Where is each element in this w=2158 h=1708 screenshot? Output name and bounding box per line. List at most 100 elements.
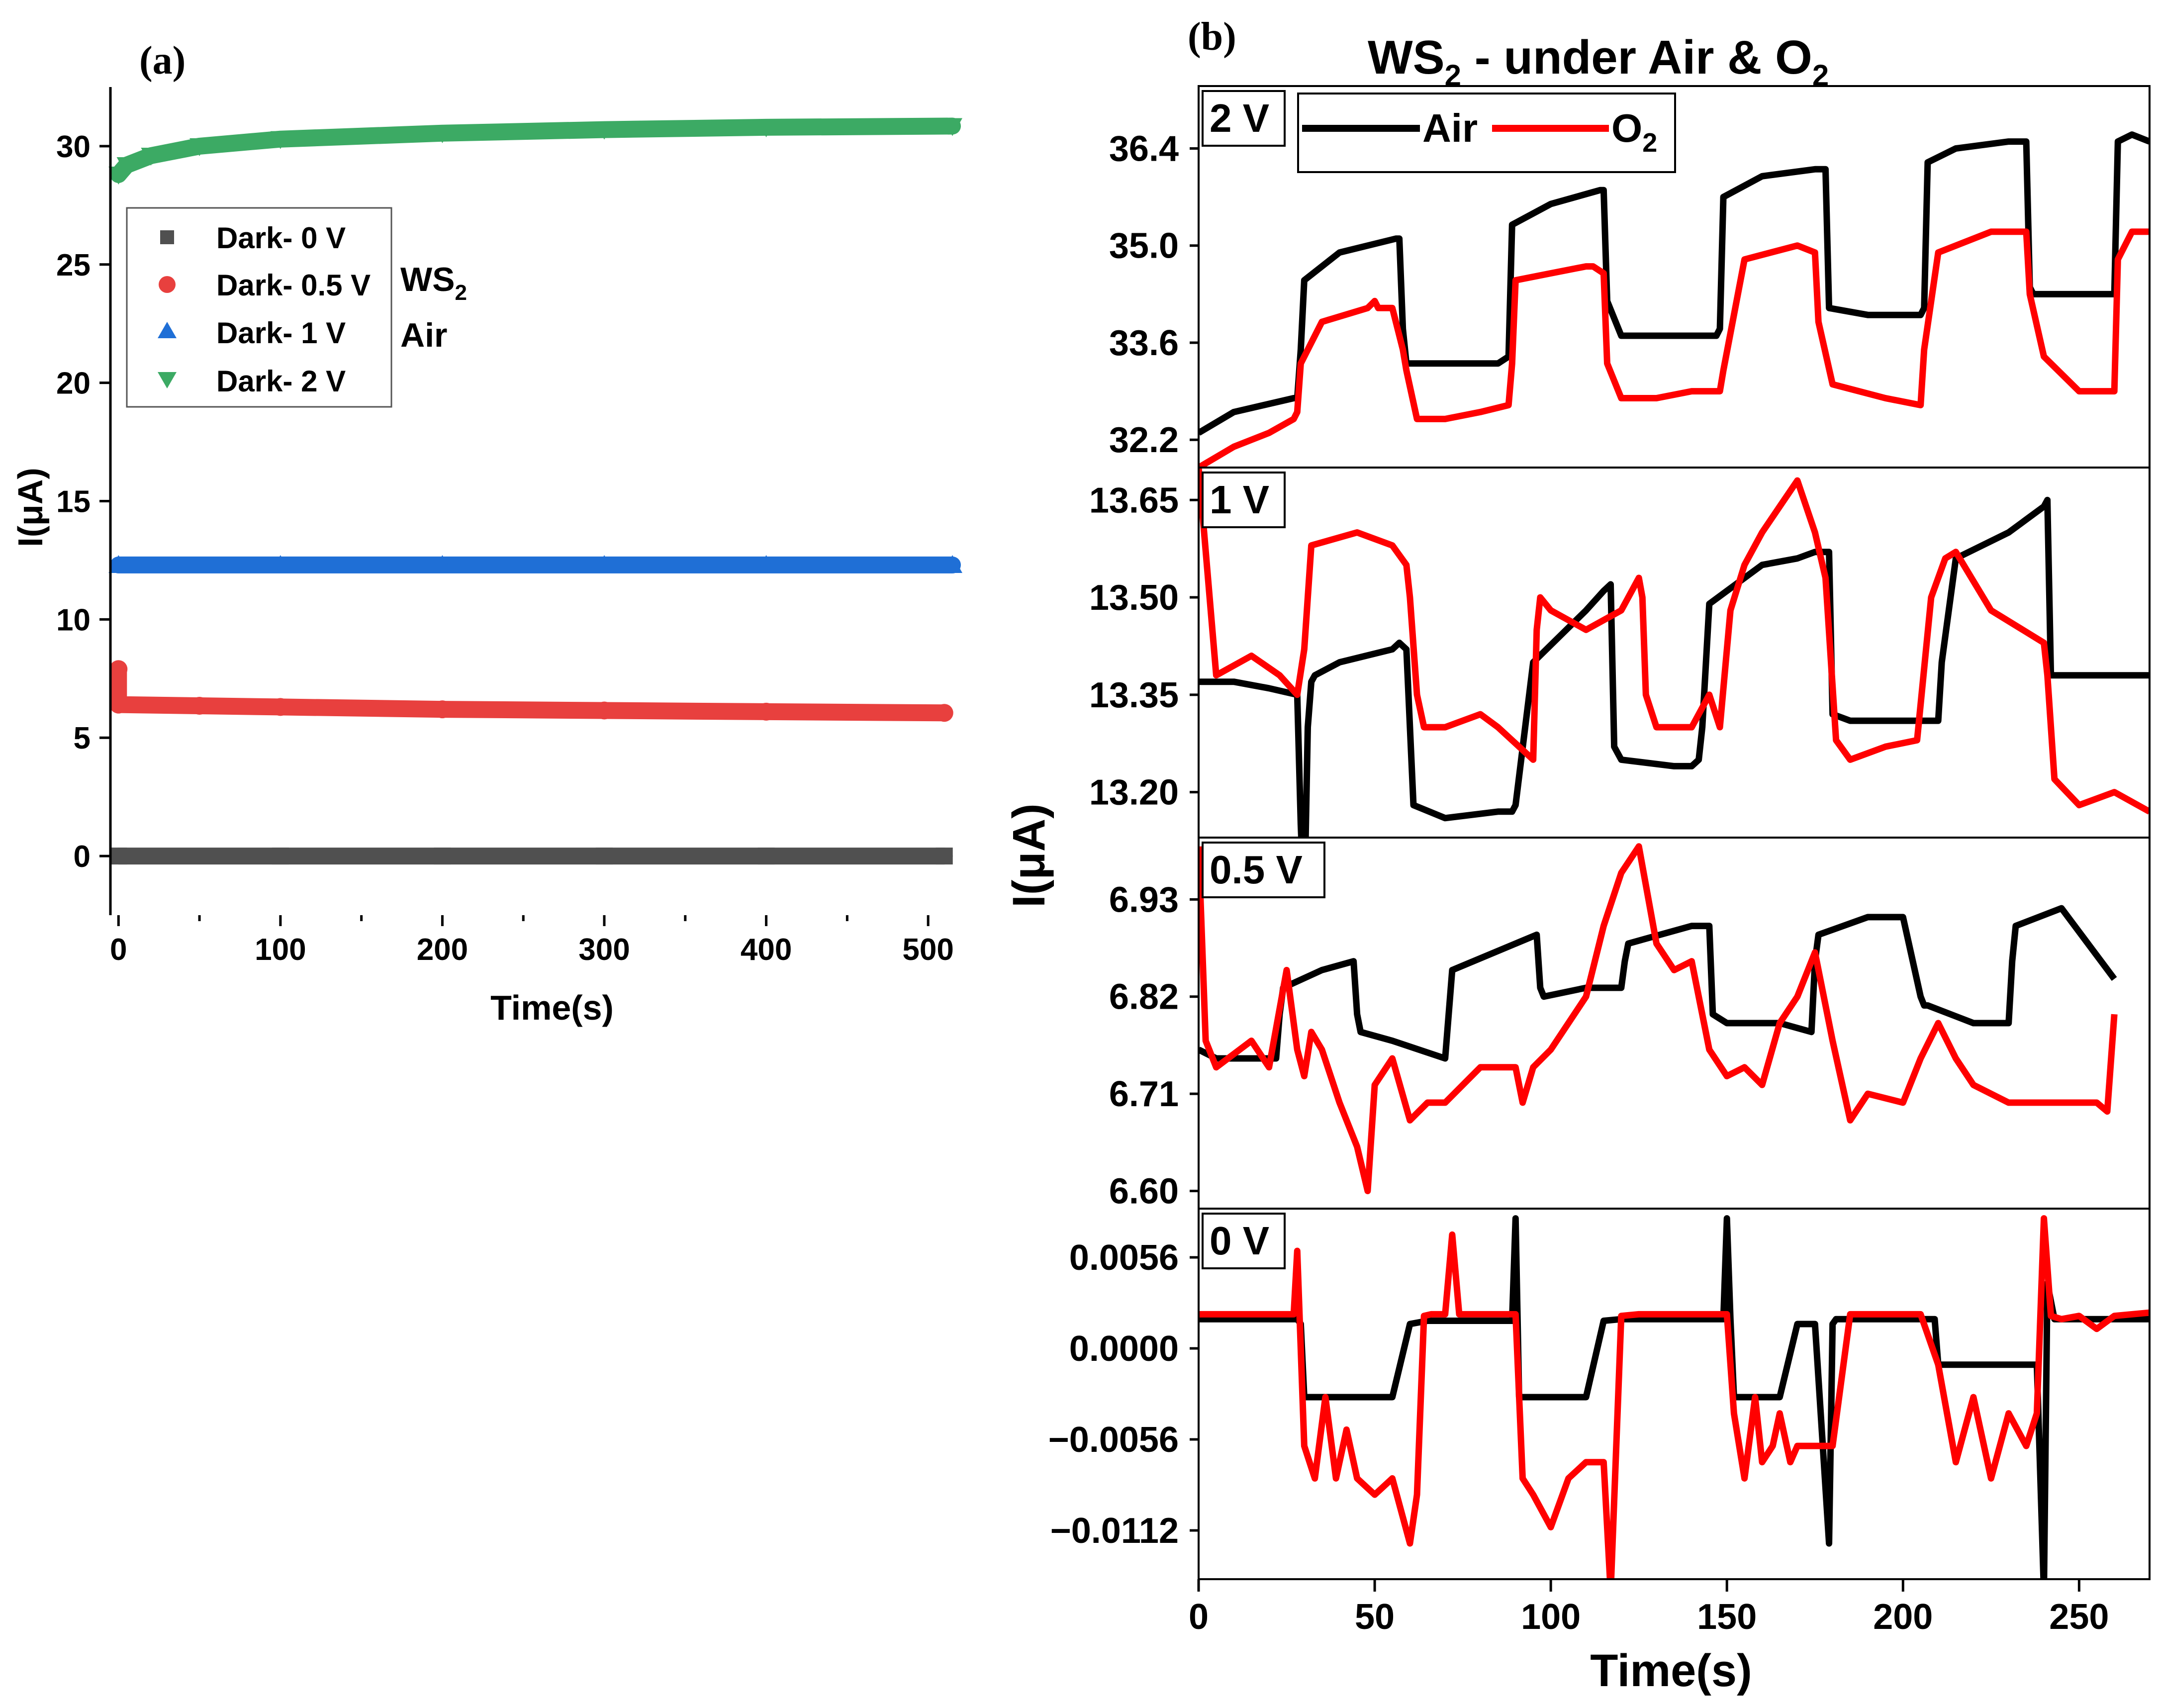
data-point-dark-0-v xyxy=(757,848,775,865)
data-point-dark-2-v xyxy=(270,131,290,149)
y-tick-label-0-5-v: 6.71 xyxy=(1109,1074,1179,1114)
x-tick-label-50: 50 xyxy=(1355,1597,1395,1637)
panel-a-data-marks xyxy=(108,117,962,865)
y-tick-label-1-v: 13.20 xyxy=(1089,773,1179,813)
series-band-dark-0-5-v xyxy=(110,661,953,722)
data-point-dark-0-v xyxy=(110,848,127,865)
legend-marker-dark-0p5v xyxy=(159,276,176,293)
y-tick-label-0-5-v: 6.93 xyxy=(1109,880,1179,920)
y-tick-label-5: 5 xyxy=(74,721,91,756)
series-line-o2-0-v xyxy=(1199,1215,2150,1579)
panel-a-material-annotation: WS2 xyxy=(400,261,467,305)
y-tick-label-2-v: 36.4 xyxy=(1109,129,1179,169)
data-point-dark-0-v xyxy=(434,848,451,865)
y-tick-label-10: 10 xyxy=(56,603,91,637)
y-tick-label-0-v: 0.0056 xyxy=(1069,1238,1179,1278)
x-tick-label-200: 200 xyxy=(1873,1597,1933,1637)
legend-label-dark-2v: Dark- 2 V xyxy=(216,365,346,398)
subplot-frame-1-v xyxy=(1198,467,2151,839)
y-tick-label-1-v: 13.65 xyxy=(1089,480,1179,520)
series-line-air-0-5-v xyxy=(1199,905,2117,1062)
series-line-air-2-v xyxy=(1199,131,2150,436)
panel-b-legend-frame xyxy=(1297,93,1676,173)
series-band-dark-2-v xyxy=(110,117,961,183)
panel-a-legend: Dark- 0 V Dark- 0.5 V Dark- 1 V Dark- 2 … xyxy=(126,207,392,408)
legend-label-dark-0p5v: Dark- 0.5 V xyxy=(216,269,371,302)
y-tick-label-0: 0 xyxy=(74,840,91,874)
subplot-0-v: 0.0056 0.0000 −0.0056 −0.0112 0 V xyxy=(1048,1208,2151,1580)
subplot-1-v: 13.20 13.35 13.50 13.65 1 V xyxy=(1089,467,2151,839)
legend-label-dark-0v: Dark- 0 V xyxy=(216,221,346,255)
data-point-dark-2-v xyxy=(116,157,137,175)
data-point-dark-0-v xyxy=(596,848,613,865)
y-tick-label-0-v: −0.0112 xyxy=(1050,1511,1179,1551)
y-tick-label-25: 25 xyxy=(56,248,91,283)
data-point-dark-0-5-v xyxy=(757,702,775,721)
data-point-dark-2-v xyxy=(756,119,776,137)
panel-a-y-axis-title: I(μA) xyxy=(11,468,50,547)
x-tick-label-100: 100 xyxy=(1521,1597,1581,1637)
legend-marker-dark-0v xyxy=(160,230,174,244)
data-point-dark-2-v xyxy=(108,167,129,185)
y-tick-label-2-v: 33.6 xyxy=(1109,323,1179,363)
data-point-dark-1-v xyxy=(270,555,290,573)
data-point-dark-0-5-v xyxy=(109,695,128,714)
data-point-dark-0-5-v xyxy=(935,704,953,722)
voltage-label-box-1-v xyxy=(1202,472,1286,528)
voltage-label-box-2-v xyxy=(1202,90,1286,147)
legend-label-o2: O2 xyxy=(1611,106,1657,158)
data-point-dark-0-v xyxy=(272,848,289,865)
legend-label-air: Air xyxy=(1422,106,1478,150)
data-point-dark-2-v xyxy=(432,125,453,143)
y-tick-label-0-v: 0.0000 xyxy=(1069,1329,1179,1369)
data-point-dark-0-5-v xyxy=(433,700,452,719)
series-line-o2-1-v xyxy=(1199,468,2150,815)
legend-label-dark-1v: Dark- 1 V xyxy=(216,316,346,350)
data-point-dark-2-v xyxy=(189,138,210,156)
series-line-o2-2-v xyxy=(1199,228,2150,468)
panel-a-y-ticks: 0 5 10 15 20 25 30 xyxy=(56,130,110,874)
y-tick-label-15: 15 xyxy=(56,485,91,519)
subplot-0-5-v: 6.60 6.71 6.82 6.93 0.5 V xyxy=(1109,837,2151,1211)
panel-a-chart: (a) 0 100 200 300 400 500 0 5 10 15 20 25 30 Time(s… xyxy=(11,39,962,1027)
data-point-dark-2-v xyxy=(594,121,615,140)
x-tick-label-400: 400 xyxy=(741,933,792,967)
y-tick-label-0-5-v: 6.82 xyxy=(1109,977,1179,1017)
data-point-dark-1-v xyxy=(594,555,615,573)
y-tick-label-2-v: 32.2 xyxy=(1109,420,1179,460)
panel-b-chart: (b) WS2 - under Air & O2 32.2 33.6 35.0 36.… xyxy=(1004,15,2151,1696)
panel-b-legend: Air O2 xyxy=(1297,93,1676,173)
y-tick-label-20: 20 xyxy=(56,367,91,401)
subplot-2-v: 32.2 33.6 35.0 36.4 2 V xyxy=(1109,85,2151,469)
legend-marker-dark-1v xyxy=(158,322,177,338)
y-tick-label-30: 30 xyxy=(56,130,91,164)
data-point-dark-2-v xyxy=(141,147,161,166)
data-point-dark-0-5-v xyxy=(595,701,614,720)
voltage-label-box-0-5-v xyxy=(1202,842,1325,898)
data-point-dark-0-v xyxy=(936,848,953,865)
data-point-dark-1-v xyxy=(432,555,453,573)
x-tick-label-100: 100 xyxy=(255,933,306,967)
x-tick-label-150: 150 xyxy=(1697,1597,1757,1637)
voltage-label-box-0-v xyxy=(1202,1213,1286,1269)
x-tick-label-200: 200 xyxy=(417,933,468,967)
y-tick-label-1-v: 13.35 xyxy=(1089,675,1179,715)
panel-a-x-ticks: 0 100 200 300 400 500 xyxy=(110,915,954,967)
y-tick-label-1-v: 13.50 xyxy=(1089,578,1179,618)
voltage-label-1-v: 1 V xyxy=(1210,477,1269,522)
data-point-dark-0-5-v xyxy=(109,660,128,678)
y-tick-label-0-5-v: 6.60 xyxy=(1109,1171,1179,1211)
x-tick-label-0: 0 xyxy=(1189,1597,1209,1637)
series-line-o2-0-5-v xyxy=(1199,843,2118,1194)
legend-marker-dark-2v xyxy=(158,372,177,388)
data-point-dark-2-v xyxy=(942,118,962,136)
voltage-label-0-5-v: 0.5 V xyxy=(1210,848,1303,892)
data-point-dark-0-5-v xyxy=(271,698,289,716)
subplot-frame-0-v xyxy=(1198,1208,2151,1580)
data-point-dark-0-5-v xyxy=(190,696,209,715)
panel-b-x-axis-title: Time(s) xyxy=(1590,1645,1752,1696)
panel-a-atmosphere-annotation: Air xyxy=(400,316,447,354)
panel-b-y-axis-title: I(μA) xyxy=(1004,803,1054,908)
